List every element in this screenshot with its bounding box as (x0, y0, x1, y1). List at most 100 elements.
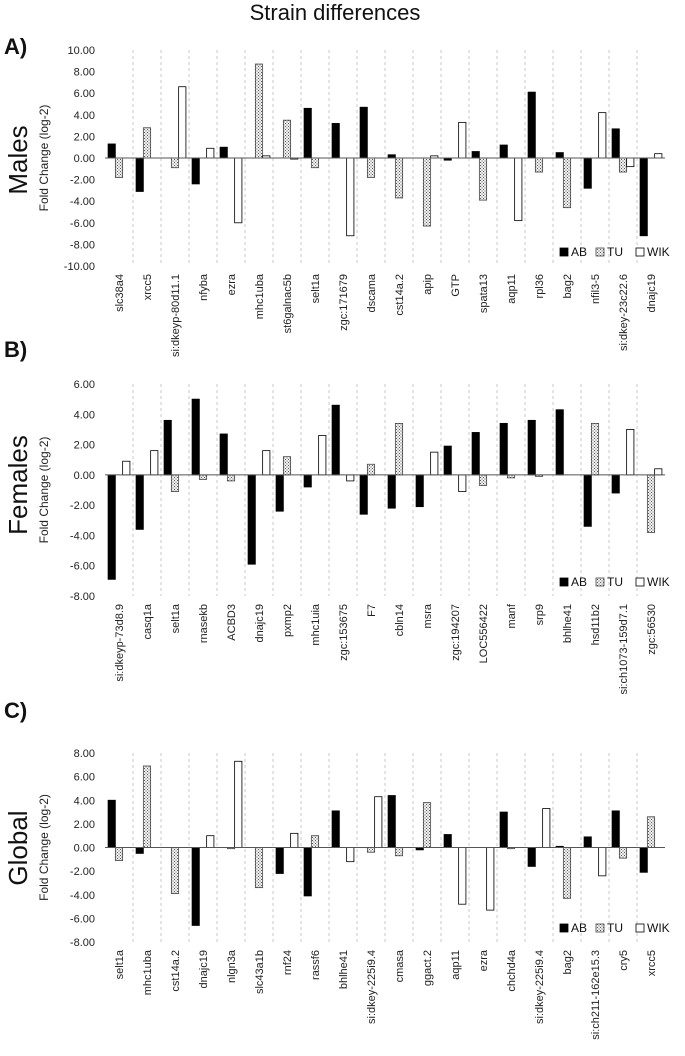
bar-tu (366, 157, 376, 178)
bar-tu (590, 422, 600, 476)
y-tick-label: 0.00 (74, 153, 95, 165)
y-tick-label: 8.00 (74, 67, 95, 79)
bar-tu (478, 157, 488, 201)
category-label: dscama (366, 273, 378, 312)
bar-tu (170, 157, 180, 169)
category-label: GTP (450, 274, 462, 297)
category-label: rpl36 (534, 274, 546, 298)
bar-ab (135, 474, 144, 530)
bar-ab (583, 157, 592, 189)
bar-tu (282, 119, 292, 159)
category-label: si:dkeyp-73d8.9 (114, 604, 126, 682)
category-label: si:ch1073-159d7.1 (618, 604, 630, 695)
y-tick-label: 2.00 (74, 131, 95, 143)
bar-wik (206, 835, 215, 848)
bar-ab (359, 106, 368, 159)
category-label: nlgn3a (226, 949, 238, 983)
bar-wik (346, 157, 355, 237)
category-label: zgc:153675 (338, 604, 350, 661)
bar-ab (191, 398, 200, 476)
bar-ab (611, 128, 620, 159)
legend-swatch-ab (559, 247, 569, 257)
legend-swatch-wik (635, 577, 645, 587)
legend-label: TU (607, 245, 623, 259)
bar-tu (310, 157, 320, 169)
category-label: spata13 (478, 274, 490, 313)
y-tick-label: -4.00 (70, 530, 95, 542)
category-label: slc43a1b (254, 950, 266, 994)
bar-ab (275, 474, 284, 512)
bar-ab (247, 474, 256, 565)
bar-tu (478, 474, 488, 486)
bar-ab (471, 151, 480, 159)
bar-tu (394, 422, 404, 476)
category-label: apip (422, 274, 434, 295)
legend-label: WIK (647, 921, 670, 935)
category-label: bhlhe41 (562, 604, 574, 643)
category-label: selt1a (310, 273, 322, 303)
panel-side-label: Females (3, 435, 33, 535)
category-label: xrcc5 (646, 950, 658, 976)
bar-wik (374, 796, 383, 848)
bar-wik (458, 847, 467, 905)
y-tick-label: -6.00 (70, 561, 95, 573)
bar-ab (191, 157, 200, 185)
panel-side-label: Males (3, 125, 33, 194)
bar-ab (107, 799, 116, 848)
bar-wik (290, 832, 299, 848)
bar-ab (499, 144, 508, 159)
bar-ab (331, 810, 340, 848)
bar-wik (262, 450, 271, 476)
y-tick-label: 6.00 (74, 379, 95, 391)
category-label: chchd4a (506, 949, 518, 991)
y-tick-label: -2.00 (70, 175, 95, 187)
bar-wik (346, 474, 355, 482)
y-axis-label: Fold Change (log-2) (37, 794, 51, 901)
bar-ab (219, 146, 228, 159)
bar-tu (366, 463, 376, 476)
bar-wik (598, 847, 607, 877)
bar-tu (254, 63, 264, 159)
bar-wik (626, 157, 635, 168)
legend-swatch-tu (595, 923, 605, 933)
y-axis-label: Fold Change (log-2) (37, 105, 51, 212)
category-label: cmasa (394, 949, 406, 982)
bar-wik (542, 808, 551, 848)
panels: A) Males Fold Change (log-2) 10.00 8.00 6.00 4… (3, 34, 670, 1040)
bar-tu (394, 157, 404, 199)
bar-tu (366, 847, 376, 853)
bar-ab (331, 123, 340, 159)
category-label: nfil3-5 (590, 274, 602, 304)
figure-title: Strain differences (250, 0, 421, 25)
category-label: xrcc5 (142, 274, 154, 300)
y-tick-label: 6.00 (74, 772, 95, 784)
y-tick-label: 10.00 (67, 45, 95, 57)
bar-ab (163, 419, 172, 476)
y-tick-label: -2.00 (70, 500, 95, 512)
category-label: bag2 (562, 274, 574, 298)
panel-label: A) (4, 34, 27, 59)
category-label: hsd11b2 (590, 604, 602, 645)
bar-ab (387, 474, 396, 509)
category-label: st6galnac5b (282, 274, 294, 333)
bar-tu (422, 802, 432, 848)
y-axis-label: Fold Change (log-2) (37, 437, 51, 544)
category-label: si:dkey-225i9.4 (534, 950, 546, 1024)
bar-tu (394, 847, 404, 857)
category-label: cbln14 (394, 604, 406, 636)
category-label: dnajc19 (646, 274, 658, 313)
bar-ab (583, 474, 592, 527)
y-tick-label: 0.00 (74, 843, 95, 855)
y-tick-label: -8.00 (70, 239, 95, 251)
bar-wik (150, 450, 159, 476)
category-label: zgc:194207 (450, 604, 462, 661)
y-tick-label: -4.00 (70, 196, 95, 208)
panel-label: C) (4, 698, 27, 723)
chart-panel-1: A) Males Fold Change (log-2) 10.00 8.00 6.00 4… (3, 34, 670, 357)
legend-label: TU (607, 575, 623, 589)
bar-ab (639, 157, 648, 237)
bar-ab (527, 91, 536, 159)
category-label: mhc1uba (254, 273, 266, 319)
category-label: msra (422, 603, 434, 628)
